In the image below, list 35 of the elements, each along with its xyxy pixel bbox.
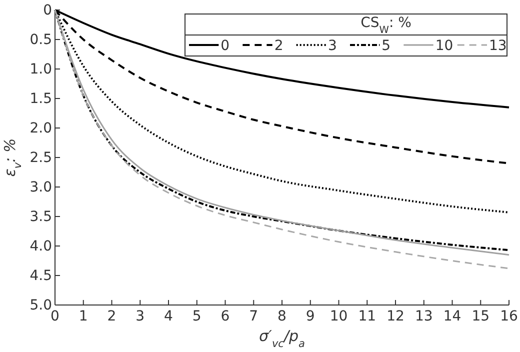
x-tick-label: 1 [78,308,88,325]
legend-label: 5 [382,38,391,54]
y-tick-label: 4.0 [30,238,52,254]
legend-title: CS$_{W}$: % [360,15,412,36]
y-tick-label: 0.5 [30,32,52,48]
legend-label: 0 [220,38,230,54]
y-tick-label: 3.0 [30,179,52,196]
legend-label: 13 [489,38,507,54]
x-tick-label: 5 [192,308,202,325]
x-tick-label: 13 [414,308,433,325]
y-tick-label: 1.0 [30,61,52,78]
legend-label: 3 [328,38,337,54]
x-tick-label: 3 [136,308,145,325]
x-tick-label: 7 [249,308,258,325]
x-tick-label: 6 [220,308,230,325]
x-axis-title: σ′$_{vc}$/p$_{a}$ [259,327,305,350]
legend-label: 2 [274,38,284,54]
x-tick-label: 9 [306,308,315,325]
x-tick-label: 4 [164,308,174,325]
y-tick-label: 5.0 [30,297,52,314]
x-tick-label: 15 [472,308,490,325]
y-tick-label: 4.5 [30,268,52,284]
x-tick-label: 14 [443,308,462,325]
y-tick-label: 1.5 [30,90,52,107]
x-tick-label: 11 [358,308,376,325]
y-tick-label: 3.5 [30,208,52,225]
x-tick-label: 8 [278,308,286,325]
y-tick-label: 2.5 [30,150,52,166]
y-tick-label: 2.0 [30,120,52,136]
x-tick-label: 2 [107,308,116,325]
y-tick-label: 0 [43,2,52,18]
x-tick-label: 16 [500,308,518,325]
legend-label: 10 [435,38,454,54]
x-tick-label: 10 [330,308,348,325]
x-tick-label: 12 [386,308,404,325]
